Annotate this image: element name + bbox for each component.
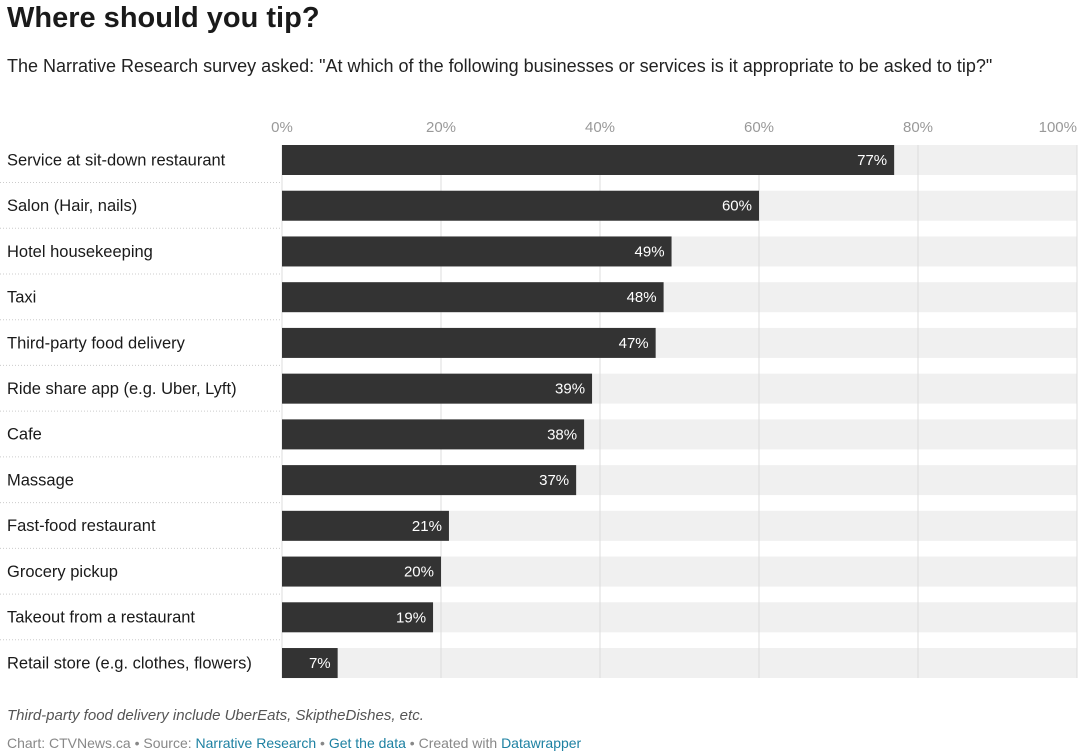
category-label: Grocery pickup — [7, 563, 118, 581]
category-label: Cafe — [7, 426, 42, 444]
value-label: 7% — [309, 655, 331, 672]
category-label: Retail store (e.g. clothes, flowers) — [7, 654, 252, 672]
category-label: Ride share app (e.g. Uber, Lyft) — [7, 380, 237, 398]
value-label: 39% — [555, 381, 585, 398]
bar — [282, 648, 338, 679]
value-label: 38% — [547, 426, 577, 443]
value-label: 47% — [619, 335, 649, 352]
bar — [282, 145, 895, 175]
x-tick-label: 100% — [1039, 119, 1077, 136]
value-label: 19% — [396, 609, 426, 626]
x-tick-label: 0% — [271, 119, 293, 136]
value-label: 48% — [627, 289, 657, 306]
created-with: Created with — [418, 735, 498, 751]
value-label: 37% — [539, 472, 569, 489]
bar — [282, 602, 434, 633]
source-label: Source: — [143, 735, 192, 751]
category-label: Salon (Hair, nails) — [7, 197, 137, 215]
value-label: 49% — [635, 243, 665, 260]
source-link[interactable]: Narrative Research — [195, 735, 317, 751]
bar — [282, 327, 656, 358]
x-tick-label: 40% — [585, 119, 615, 136]
bar — [282, 373, 593, 404]
byline: Chart: CTVNews.ca — [7, 735, 131, 751]
bar — [282, 236, 672, 267]
separator: • — [320, 735, 325, 751]
bar — [282, 419, 585, 450]
value-label: 21% — [412, 518, 442, 535]
x-tick-label: 80% — [903, 119, 933, 136]
tool-link[interactable]: Datawrapper — [501, 735, 582, 751]
value-label: 60% — [722, 198, 752, 215]
bar — [282, 510, 449, 541]
chart: 0% 20% 40% 60% 80% 100% Service at sit-down re… — [0, 119, 1078, 679]
value-label: 77% — [857, 152, 887, 169]
get-data-link[interactable]: Get the data — [328, 735, 406, 751]
category-label: Takeout from a restaurant — [7, 609, 195, 627]
bar — [282, 465, 577, 496]
x-tick-label: 20% — [426, 119, 456, 136]
separator: • — [134, 735, 140, 751]
bar-track — [282, 648, 1077, 679]
x-tick-label: 60% — [744, 119, 774, 136]
category-label: Third-party food delivery — [7, 334, 186, 352]
value-label: 20% — [404, 564, 434, 581]
category-label: Taxi — [7, 289, 36, 307]
category-label: Fast-food restaurant — [7, 517, 156, 535]
chart-subtitle: The Narrative Research survey asked: "At… — [7, 56, 993, 76]
separator: • — [409, 735, 415, 751]
category-label: Massage — [7, 471, 74, 489]
bar — [282, 556, 441, 587]
chart-note: Third-party food delivery include UberEa… — [7, 707, 424, 724]
chart-title: Where should you tip? — [7, 2, 320, 34]
bar — [282, 282, 664, 313]
category-label: Hotel housekeeping — [7, 243, 153, 261]
category-label: Service at sit-down restaurant — [7, 151, 226, 169]
footer: Chart: CTVNews.ca • Source: Narrative Re… — [7, 735, 581, 751]
bar — [282, 190, 759, 221]
